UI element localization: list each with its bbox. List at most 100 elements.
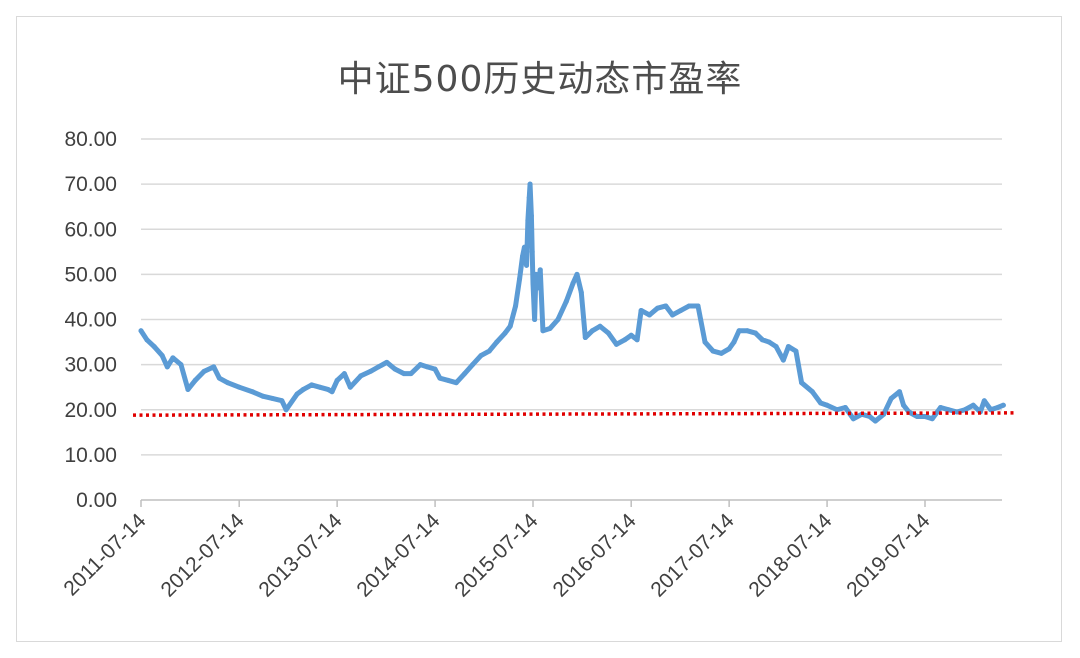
data-point: [341, 371, 347, 377]
data-point: [236, 384, 242, 390]
data-point: [824, 402, 830, 408]
data-point: [260, 393, 266, 399]
data-point: [929, 416, 935, 422]
y-tick-label: 50.00: [64, 263, 117, 286]
data-point: [678, 307, 684, 313]
data-point: [358, 373, 364, 379]
data-point: [334, 377, 340, 383]
chart-frame: [16, 16, 1062, 642]
data-point: [513, 303, 519, 309]
data-point: [392, 366, 398, 372]
data-point: [529, 249, 535, 255]
data-point: [507, 323, 513, 329]
data-point: [901, 402, 907, 408]
data-point: [809, 389, 815, 395]
data-point: [634, 337, 640, 343]
data-point: [995, 404, 1001, 410]
data-point: [962, 407, 968, 413]
data-point: [555, 317, 561, 322]
y-tick-label: 30.00: [64, 354, 117, 377]
data-point: [888, 395, 894, 401]
data-point: [946, 407, 952, 413]
data-point: [686, 303, 692, 309]
data-point: [325, 386, 331, 392]
data-point: [453, 380, 459, 386]
data-point: [445, 377, 451, 383]
data-point: [164, 364, 170, 370]
pe-ratio-series-line: [138, 181, 1006, 424]
data-point: [494, 339, 500, 345]
data-point: [867, 414, 873, 420]
data-point: [736, 328, 742, 334]
data-point: [537, 267, 543, 273]
data-point: [638, 307, 644, 313]
y-tick-label: 60.00: [64, 218, 117, 241]
data-point: [744, 328, 750, 334]
data-point: [834, 407, 840, 413]
data-point: [589, 328, 595, 334]
data-point: [309, 382, 315, 388]
data-point: [793, 348, 799, 354]
y-tick-label: 80.00: [64, 128, 117, 151]
data-point: [151, 344, 157, 350]
data-point: [524, 262, 530, 268]
x-tick-label: 2014-07-14: [352, 509, 444, 601]
data-point: [216, 375, 222, 381]
data-point: [178, 362, 184, 368]
x-tick-label: 2015-07-14: [450, 509, 542, 601]
data-point: [478, 353, 484, 359]
data-point: [432, 366, 438, 372]
data-point: [144, 337, 150, 343]
data-point: [570, 280, 576, 286]
data-point: [279, 398, 285, 404]
data-point: [731, 339, 737, 345]
data-point: [532, 317, 538, 322]
y-tick-label: 20.00: [64, 399, 117, 422]
data-point: [582, 335, 588, 341]
data-point: [622, 337, 628, 343]
data-point: [211, 364, 217, 370]
data-point: [842, 404, 848, 410]
data-point: [563, 298, 569, 304]
data-point: [159, 353, 165, 359]
data-point: [170, 355, 176, 361]
data-point: [384, 359, 390, 365]
data-point: [249, 389, 255, 395]
data-point: [818, 400, 824, 406]
data-point: [752, 330, 758, 336]
data-point: [417, 362, 423, 368]
x-tick-label: 2013-07-14: [254, 509, 346, 601]
data-point: [527, 181, 533, 187]
data-point: [780, 357, 786, 363]
data-point: [981, 398, 987, 404]
data-point: [283, 407, 289, 413]
data-point: [502, 330, 508, 336]
data-point: [401, 371, 407, 377]
data-point: [520, 253, 526, 259]
data-point: [540, 328, 546, 334]
data-point: [486, 348, 492, 354]
x-tick-label: 2018-07-14: [744, 509, 836, 601]
data-point: [646, 312, 652, 318]
data-point: [597, 323, 603, 329]
data-point: [192, 377, 198, 383]
data-point: [1000, 402, 1006, 408]
x-tick-label: 2012-07-14: [157, 509, 249, 601]
data-point: [525, 217, 531, 223]
data-point: [578, 289, 584, 295]
data-point: [695, 303, 701, 309]
data-point: [785, 344, 791, 350]
data-point: [702, 339, 708, 345]
data-point: [367, 368, 373, 374]
data-point: [329, 389, 335, 395]
data-point: [654, 305, 660, 311]
x-tick-label: 2017-07-14: [646, 509, 738, 601]
data-point: [462, 371, 468, 377]
data-point: [914, 414, 920, 420]
y-tick-label: 0.00: [76, 489, 117, 512]
data-point: [766, 339, 772, 345]
data-point: [663, 303, 669, 309]
data-point: [850, 416, 856, 422]
data-point: [437, 375, 443, 381]
